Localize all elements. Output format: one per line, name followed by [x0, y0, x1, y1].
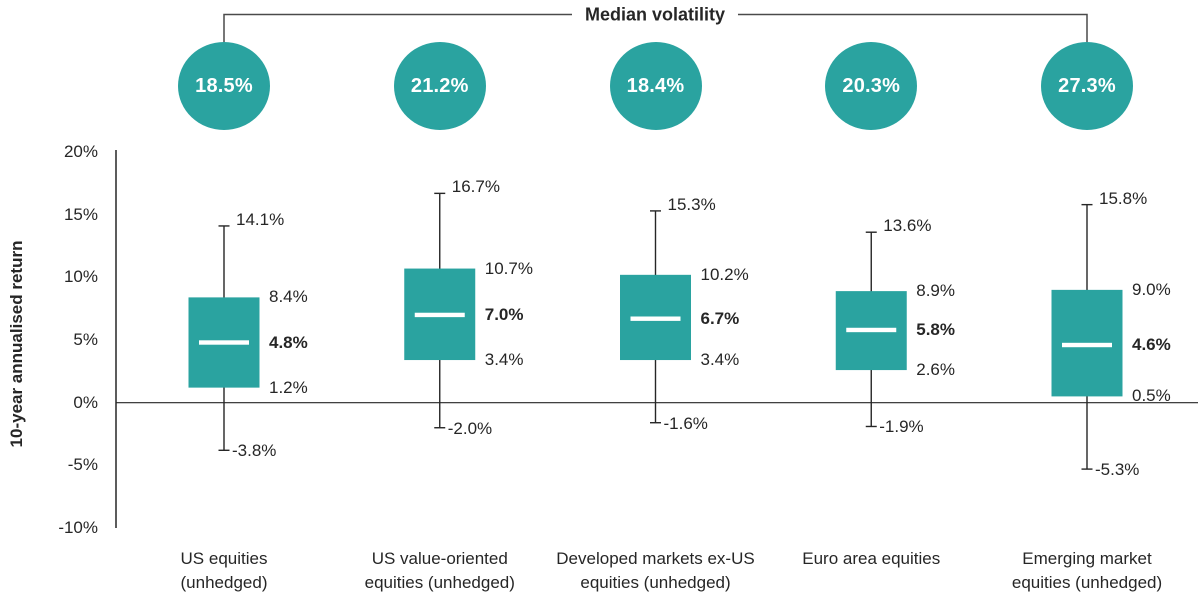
label-q1: 1.2% [269, 377, 308, 397]
label-whisker-high: 15.3% [667, 194, 716, 214]
category-label: Emerging market equities (unhedged) [962, 547, 1200, 595]
median-line [846, 327, 897, 333]
volatility-circle: 21.2% [393, 42, 486, 130]
label-whisker-low: -1.6% [663, 413, 708, 433]
label-median: 4.8% [269, 332, 308, 352]
label-q3: 8.9% [916, 281, 955, 301]
category-label-line: Euro area equities [802, 549, 941, 568]
y-tick-label: 20% [63, 142, 98, 161]
category-label-line: (unhedged) [180, 573, 268, 592]
category-label: US value-oriented equities (unhedged) [315, 547, 565, 595]
volatility-circle: 18.4% [609, 42, 702, 130]
category-label-line: US value-oriented [371, 549, 508, 568]
median-line [414, 312, 465, 318]
label-whisker-low: -5.3% [1095, 460, 1140, 480]
label-whisker-low: -1.9% [879, 417, 924, 437]
label-whisker-high: 13.6% [883, 216, 932, 236]
y-tick-label: -10% [58, 518, 98, 537]
y-tick-label: 0% [73, 392, 98, 412]
label-q3: 8.4% [269, 287, 308, 307]
y-tick-label: 15% [63, 204, 98, 224]
label-q1: 2.6% [916, 360, 955, 380]
label-whisker-low: -3.8% [232, 441, 277, 461]
volatility-circle: 18.5% [178, 42, 270, 130]
category-label: Euro area equities [746, 547, 996, 571]
volatility-value: 21.2% [410, 74, 469, 97]
label-whisker-high: 15.8% [1099, 188, 1148, 208]
median-line [1062, 342, 1112, 348]
median-line [630, 316, 681, 321]
category-label-line: Emerging market [1022, 549, 1152, 568]
y-tick-label: -5% [67, 455, 98, 475]
volatility-value: 18.5% [195, 74, 253, 97]
chart-title: Median volatility [571, 4, 739, 26]
category-label-line: equities (unhedged) [364, 573, 515, 592]
label-q1: 3.4% [484, 350, 524, 370]
label-whisker-high: 16.7% [451, 177, 500, 197]
volatility-value: 18.4% [626, 74, 685, 97]
category-label-line: equities (unhedged) [1011, 573, 1163, 592]
volatility-circle: 27.3% [1041, 42, 1133, 130]
category-label-line: equities (unhedged) [580, 573, 731, 592]
category-label-line: US equities [180, 549, 268, 568]
label-median: 4.6% [1132, 335, 1171, 354]
y-tick-label: 10% [63, 267, 98, 287]
volatility-value: 20.3% [842, 74, 901, 97]
category-label-line: Developed markets ex-US [556, 549, 755, 568]
label-q1: 0.5% [1132, 386, 1171, 406]
y-tick-label: 5% [73, 330, 98, 349]
category-label: US equities (unhedged) [99, 547, 349, 595]
label-q1: 3.4% [700, 350, 740, 370]
label-whisker-low: -2.0% [447, 418, 493, 438]
label-q3: 10.2% [700, 264, 749, 284]
volatility-value: 27.3% [1058, 74, 1116, 97]
category-label: Developed markets ex-US equities (unhedge… [531, 547, 781, 595]
label-median: 6.7% [700, 308, 740, 328]
label-whisker-high: 14.1% [236, 209, 285, 229]
volatility-circle: 20.3% [825, 42, 918, 130]
median-line [199, 340, 249, 345]
label-median: 7.0% [484, 304, 524, 324]
label-median: 5.8% [916, 319, 955, 339]
label-q3: 9.0% [1132, 279, 1171, 299]
label-q3: 10.7% [484, 258, 533, 278]
